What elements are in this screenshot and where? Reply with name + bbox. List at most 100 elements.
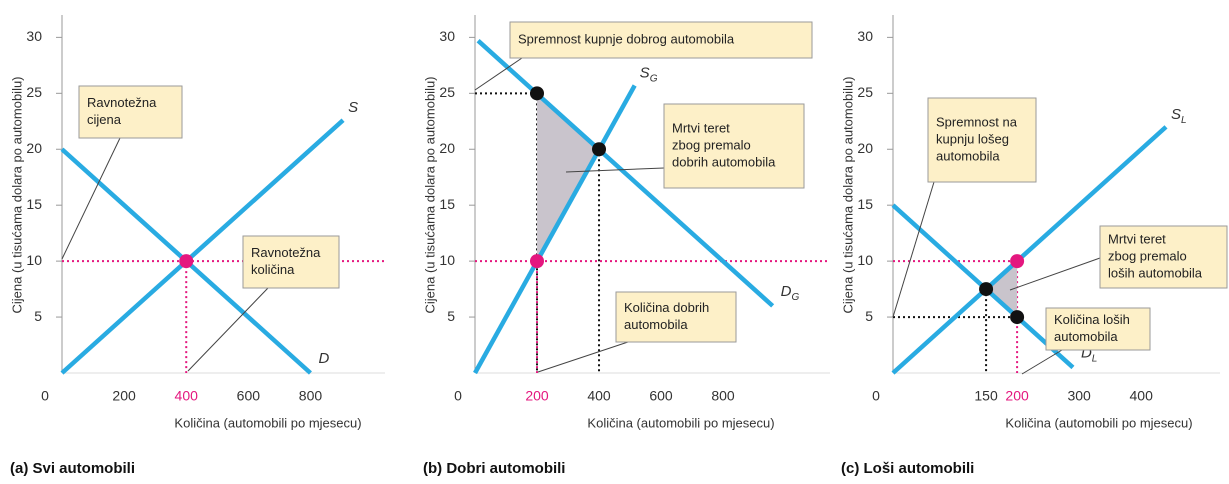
annotation-text: zbog premalo <box>1108 248 1187 263</box>
y-tick-label: 25 <box>26 84 42 100</box>
y-tick-label: 30 <box>26 28 42 44</box>
curve-label: S <box>348 99 358 116</box>
box-bg <box>509 21 813 59</box>
annotation-text: Količina loših <box>1054 312 1130 327</box>
y-tick-label: 5 <box>34 308 42 324</box>
x-tick-label: 150 <box>974 388 998 404</box>
annotation-box: Ravnotežna cijena <box>78 85 183 139</box>
x-tick-label: 600 <box>649 388 673 404</box>
caption: (b) Dobri automobili <box>423 460 565 477</box>
caption: (a) Svi automobili <box>10 460 135 477</box>
annotation-box: Spremnost kupnje dobrog automobila <box>509 21 813 59</box>
y-tick-label: 5 <box>447 308 455 324</box>
curve <box>60 118 345 375</box>
annotation-text: zbog premalo <box>672 137 751 152</box>
x-tick-label: 400 <box>1130 388 1154 404</box>
annotation-text: Spremnost kupnje dobrog automobila <box>518 31 735 46</box>
y-tick-label: 20 <box>26 140 42 156</box>
x-tick-label: 400 <box>175 388 199 404</box>
x-tick-label: 200 <box>525 388 549 404</box>
y-tick-label: 15 <box>439 196 455 212</box>
curve-label: SL <box>1171 106 1187 126</box>
curve-label: D <box>318 350 329 367</box>
curve <box>473 84 637 375</box>
curve-label: DG <box>781 283 800 303</box>
leader-line <box>61 137 121 260</box>
x-tick-label: 200 <box>1005 388 1029 404</box>
curve-label: SG <box>640 64 658 84</box>
leader-line <box>187 287 269 372</box>
box-bg <box>78 85 183 139</box>
x-axis-label: Količina (automobili po mjesecu) <box>174 415 361 430</box>
annotation-box: Količina dobrih automobila <box>615 291 737 343</box>
point <box>530 86 545 101</box>
annotation-text: cijena <box>87 112 122 127</box>
y-tick-label: 20 <box>439 140 455 156</box>
y-tick-label: 30 <box>857 28 873 44</box>
y-tick-label: 20 <box>857 140 873 156</box>
point <box>179 254 194 269</box>
leader-line <box>537 341 629 373</box>
annotation-text: dobrih automobila <box>672 154 776 169</box>
x-axis-label: Količina (automobili po mjesecu) <box>1005 415 1192 430</box>
annotation-text: kupnju lošeg <box>936 131 1009 146</box>
x-tick-label: 200 <box>112 388 136 404</box>
point <box>592 142 607 157</box>
x-tick-label: 400 <box>587 388 611 404</box>
annotation-text: Ravnotežna <box>87 95 157 110</box>
annotation-text: Mrtvi teret <box>1108 231 1166 246</box>
caption: (c) Loši automobili <box>841 460 974 477</box>
box-bg <box>242 235 340 289</box>
y-tick-label: 25 <box>439 84 455 100</box>
annotation-box: Mrtvi teret zbog premalo loših automobila <box>1099 225 1228 289</box>
y-tick-label: 10 <box>857 252 873 268</box>
leader-line <box>565 167 665 173</box>
x-tick-label: 800 <box>711 388 735 404</box>
y-axis-label: Cijena (u tisućama dolara po automobilu) <box>9 76 24 313</box>
leader-line <box>474 57 523 91</box>
x-tick-label: 0 <box>454 388 462 404</box>
point <box>1010 254 1025 269</box>
y-tick-label: 15 <box>857 196 873 212</box>
leader-line <box>892 181 935 318</box>
point <box>1010 310 1025 325</box>
x-tick-label: 0 <box>41 388 49 404</box>
annotation-text: Ravnotežna <box>251 245 321 260</box>
y-tick-label: 10 <box>26 252 42 268</box>
y-tick-label: 10 <box>439 252 455 268</box>
box-bg <box>927 97 1037 183</box>
y-axis-label: Cijena (u tisućama dolara po automobilu) <box>840 76 855 313</box>
annotation-box: Ravnotežna količina <box>242 235 340 289</box>
annotation-box: Mrtvi teret zbog premalo dobrih automobila <box>663 103 805 189</box>
annotation-box: Količina loših automobila <box>1045 307 1151 351</box>
annotation-text: automobila <box>936 148 1000 163</box>
box-bg <box>663 103 805 189</box>
x-tick-label: 300 <box>1067 388 1091 404</box>
annotation-text: loših automobila <box>1108 265 1203 280</box>
point <box>979 282 994 297</box>
x-tick-label: 0 <box>872 388 880 404</box>
deadweight-area <box>986 261 1018 318</box>
annotation-text: Količina dobrih <box>624 300 709 315</box>
x-tick-label: 800 <box>299 388 323 404</box>
curve <box>476 39 775 308</box>
y-axis-label: Cijena (u tisućama dolara po automobilu) <box>422 76 437 313</box>
x-axis-label: Količina (automobili po mjesecu) <box>587 415 774 430</box>
annotation-text: Spremnost na <box>936 114 1018 129</box>
y-tick-label: 5 <box>865 308 873 324</box>
box-bg <box>1045 307 1151 351</box>
leader-line <box>1009 257 1101 291</box>
y-tick-label: 15 <box>26 196 42 212</box>
annotation-text: Mrtvi teret <box>672 120 730 135</box>
x-tick-label: 600 <box>237 388 261 404</box>
y-tick-label: 30 <box>439 28 455 44</box>
annotation-text: količina <box>251 262 295 277</box>
y-tick-label: 25 <box>857 84 873 100</box>
leader-line <box>1021 349 1063 375</box>
annotation-text: automobila <box>1054 329 1118 344</box>
deadweight-area <box>537 93 600 262</box>
annotation-box: Spremnost na kupnju lošeg automobila <box>927 97 1037 183</box>
annotation-text: automobila <box>624 317 688 332</box>
curve <box>891 125 1168 375</box>
